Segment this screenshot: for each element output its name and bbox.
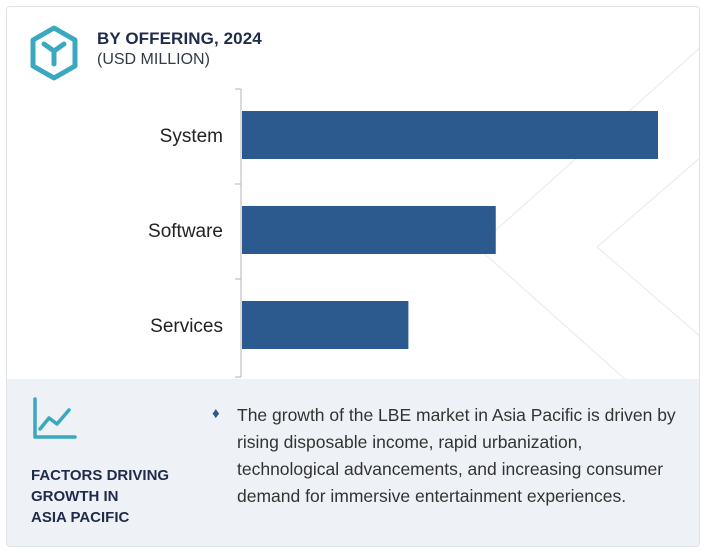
- factors-description: The growth of the LBE market in Asia Pac…: [237, 405, 676, 506]
- trend-chart-icon: [33, 397, 77, 439]
- chart-header: BY OFFERING, 2024 (USD MILLION): [29, 25, 629, 85]
- factors-heading-line: ASIA PACIFIC: [31, 509, 130, 526]
- factors-heading-line: GROWTH IN: [31, 488, 119, 505]
- bar-software: [242, 206, 496, 254]
- report-card: BY OFFERING, 2024 (USD MILLION) System So…: [6, 6, 700, 547]
- diamond-bullet-icon: ♦: [212, 405, 220, 422]
- bar-services: [242, 301, 409, 349]
- bar-system: [242, 111, 658, 159]
- chart-title: BY OFFERING, 2024: [97, 29, 262, 48]
- chart-subtitle: (USD MILLION): [97, 51, 210, 68]
- category-label: System: [160, 126, 223, 147]
- bars-group: System Software Services: [148, 88, 658, 378]
- category-label: Software: [148, 221, 223, 242]
- category-label: Services: [150, 316, 223, 337]
- factors-heading-line: FACTORS DRIVING: [31, 467, 170, 484]
- factors-heading: FACTORS DRIVING GROWTH IN ASIA PACIFIC: [31, 465, 201, 528]
- factors-panel: FACTORS DRIVING GROWTH IN ASIA PACIFIC ♦…: [7, 379, 699, 546]
- bar-chart: System Software Services: [148, 88, 658, 378]
- hexagon-logo-icon: [30, 25, 78, 81]
